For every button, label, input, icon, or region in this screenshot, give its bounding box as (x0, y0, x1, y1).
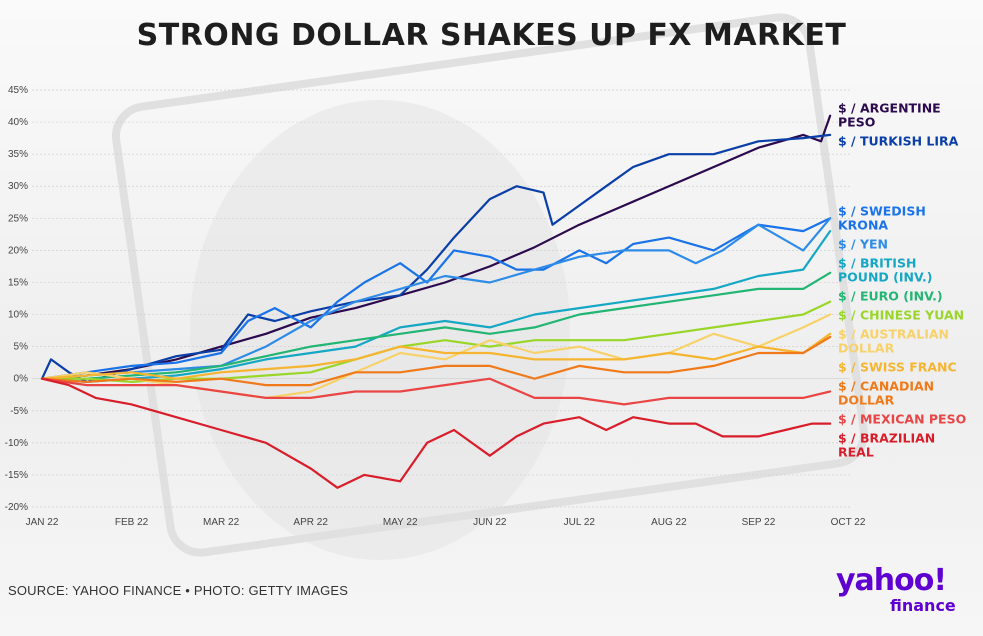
x-tick-label: JUL 22 (564, 517, 596, 528)
source-credit: SOURCE: YAHOO FINANCE • PHOTO: GETTY IMA… (8, 583, 349, 598)
y-tick-label: 40% (8, 117, 28, 128)
x-tick-label: MAR 22 (203, 517, 240, 528)
x-axis-ticks: JAN 22 FEB 22 MAR 22 APR 22 MAY 22 JUN 22 JUL … (26, 517, 866, 528)
series-label-line: $ / BRAZILIAN (838, 430, 935, 445)
series-label-line: $ / CHINESE YUAN (838, 307, 964, 322)
x-tick-label: OCT 22 (831, 517, 866, 528)
series-line (40, 114, 832, 380)
y-tick-label: 15% (8, 277, 28, 288)
x-tick-label: FEB 22 (115, 517, 149, 528)
y-tick-label: 0% (14, 374, 29, 385)
series-line (40, 335, 832, 387)
y-tick-label: 20% (8, 245, 28, 256)
series-label: $ / CHINESE YUAN (838, 307, 964, 322)
yahoo-finance-logo: yahoo! finance (836, 563, 976, 623)
y-tick-label: -5% (10, 406, 28, 417)
series-label: $ / EURO (INV.) (838, 288, 943, 303)
series-label-line: $ / ARGENTINE (838, 101, 941, 116)
x-tick-label: JUN 22 (473, 517, 507, 528)
series-line (40, 230, 832, 383)
series-line (40, 217, 832, 380)
y-tick-label: 25% (8, 213, 28, 224)
series-label-line: $ / YEN (838, 236, 888, 251)
series-line (40, 377, 832, 489)
series-label-line: KRONA (838, 217, 888, 232)
y-tick-label: 30% (8, 181, 28, 192)
series-label-line: $ / MEXICAN PESO (838, 411, 966, 426)
series-line (40, 271, 832, 380)
series-label: $ / TURKISH LIRA (838, 134, 959, 149)
brand-wordmark: yahoo! (836, 563, 947, 598)
series-label-line: $ / SWISS FRANC (838, 359, 957, 374)
y-axis-ticks: 45% 40% 35% 30% 25% 20% 15% 10% 5% 0% -5% -10% -15% -… (5, 85, 28, 513)
series-label: $ / SWISS FRANC (838, 359, 957, 374)
x-tick-label: SEP 22 (742, 517, 776, 528)
series-label-line: $ / CANADIAN (838, 378, 934, 393)
series-line (40, 332, 832, 380)
series-label-line: PESO (838, 115, 875, 130)
series-line (40, 217, 832, 380)
series-label-line: $ / SWEDISH (838, 203, 926, 218)
series-label-line: $ / TURKISH LIRA (838, 134, 959, 149)
series-label-line: $ / AUSTRALIAN (838, 326, 949, 341)
chart-gridlines (32, 89, 850, 508)
series-label: $ / MEXICAN PESO (838, 411, 966, 426)
x-tick-label: JAN 22 (26, 517, 59, 528)
series-label: $ / YEN (838, 236, 888, 251)
series-label-line: DOLLAR (838, 392, 895, 407)
x-tick-label: MAY 22 (383, 517, 418, 528)
y-tick-label: 10% (8, 310, 28, 321)
series-lines (40, 114, 832, 489)
series-line (40, 133, 832, 383)
series-label-line: REAL (838, 444, 874, 459)
series-line (40, 377, 832, 406)
y-tick-label: -15% (5, 470, 28, 481)
y-tick-label: -20% (5, 502, 28, 513)
dollar-bill-art (111, 13, 869, 560)
series-label-line: DOLLAR (838, 340, 895, 355)
chart-title: STRONG DOLLAR SHAKES UP FX MARKET (136, 18, 847, 53)
y-tick-label: -10% (5, 438, 28, 449)
series-label-line: POUND (INV.) (838, 269, 932, 284)
y-tick-label: 45% (8, 85, 28, 96)
series-label-line: $ / BRITISH (838, 255, 916, 270)
series-label-line: $ / EURO (INV.) (838, 288, 943, 303)
x-tick-label: APR 22 (293, 517, 328, 528)
y-tick-label: 5% (14, 342, 29, 353)
brand-subtitle: finance (890, 596, 956, 615)
y-tick-label: 35% (8, 149, 28, 160)
x-tick-label: AUG 22 (651, 517, 687, 528)
